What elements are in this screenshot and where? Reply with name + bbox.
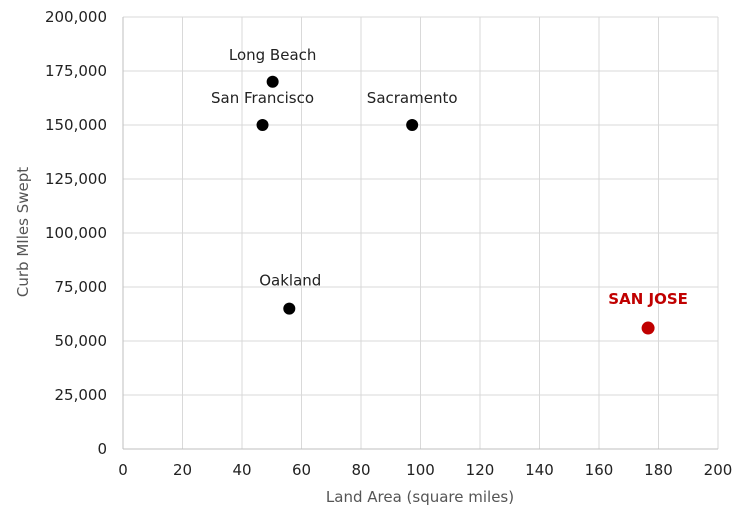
- x-tick-label: 0: [118, 461, 128, 479]
- y-tick-labels: 0 25,000 50,000 75,000 100,000 125,000 150,000…: [45, 8, 107, 458]
- data-point: [256, 119, 269, 131]
- x-tick-label: 20: [173, 461, 192, 479]
- y-tick-label: 150,000: [45, 116, 107, 134]
- point-label: San Francisco: [211, 89, 314, 107]
- data-point: [406, 119, 419, 131]
- y-tick-label: 125,000: [45, 170, 107, 188]
- point-label: SAN JOSE: [608, 290, 688, 308]
- data-point: [641, 321, 655, 335]
- x-axis-title: Land Area (square miles): [326, 488, 514, 506]
- data-point: [283, 302, 296, 315]
- x-tick-label: 120: [466, 461, 495, 479]
- y-tick-label: 50,000: [55, 332, 108, 350]
- point-labels: Long Beach San Francisco Sacramento Oakland…: [211, 46, 688, 308]
- data-points: [256, 75, 655, 335]
- point-label: Long Beach: [229, 46, 317, 64]
- point-label: Oakland: [259, 272, 321, 290]
- axes: [122, 17, 718, 450]
- x-tick-label: 40: [232, 461, 251, 479]
- x-tick-label: 200: [704, 461, 733, 479]
- x-tick-labels: 0 20 40 60 80 100 120 140 160 180 200: [118, 461, 732, 479]
- x-tick-label: 180: [644, 461, 673, 479]
- data-point: [266, 75, 279, 88]
- y-axis-title: Curb MIles Swept: [14, 167, 32, 297]
- point-label: Sacramento: [367, 89, 458, 107]
- y-tick-label: 175,000: [45, 62, 107, 80]
- y-tick-label: 25,000: [55, 386, 108, 404]
- x-tick-label: 80: [351, 461, 370, 479]
- y-tick-label: 100,000: [45, 224, 107, 242]
- y-tick-label: 0: [97, 440, 107, 458]
- x-tick-label: 140: [525, 461, 554, 479]
- gridlines: [123, 16, 719, 449]
- x-tick-label: 160: [585, 461, 614, 479]
- x-tick-label: 60: [292, 461, 311, 479]
- y-tick-label: 200,000: [45, 8, 107, 26]
- y-tick-label: 75,000: [55, 278, 108, 296]
- x-tick-label: 100: [406, 461, 435, 479]
